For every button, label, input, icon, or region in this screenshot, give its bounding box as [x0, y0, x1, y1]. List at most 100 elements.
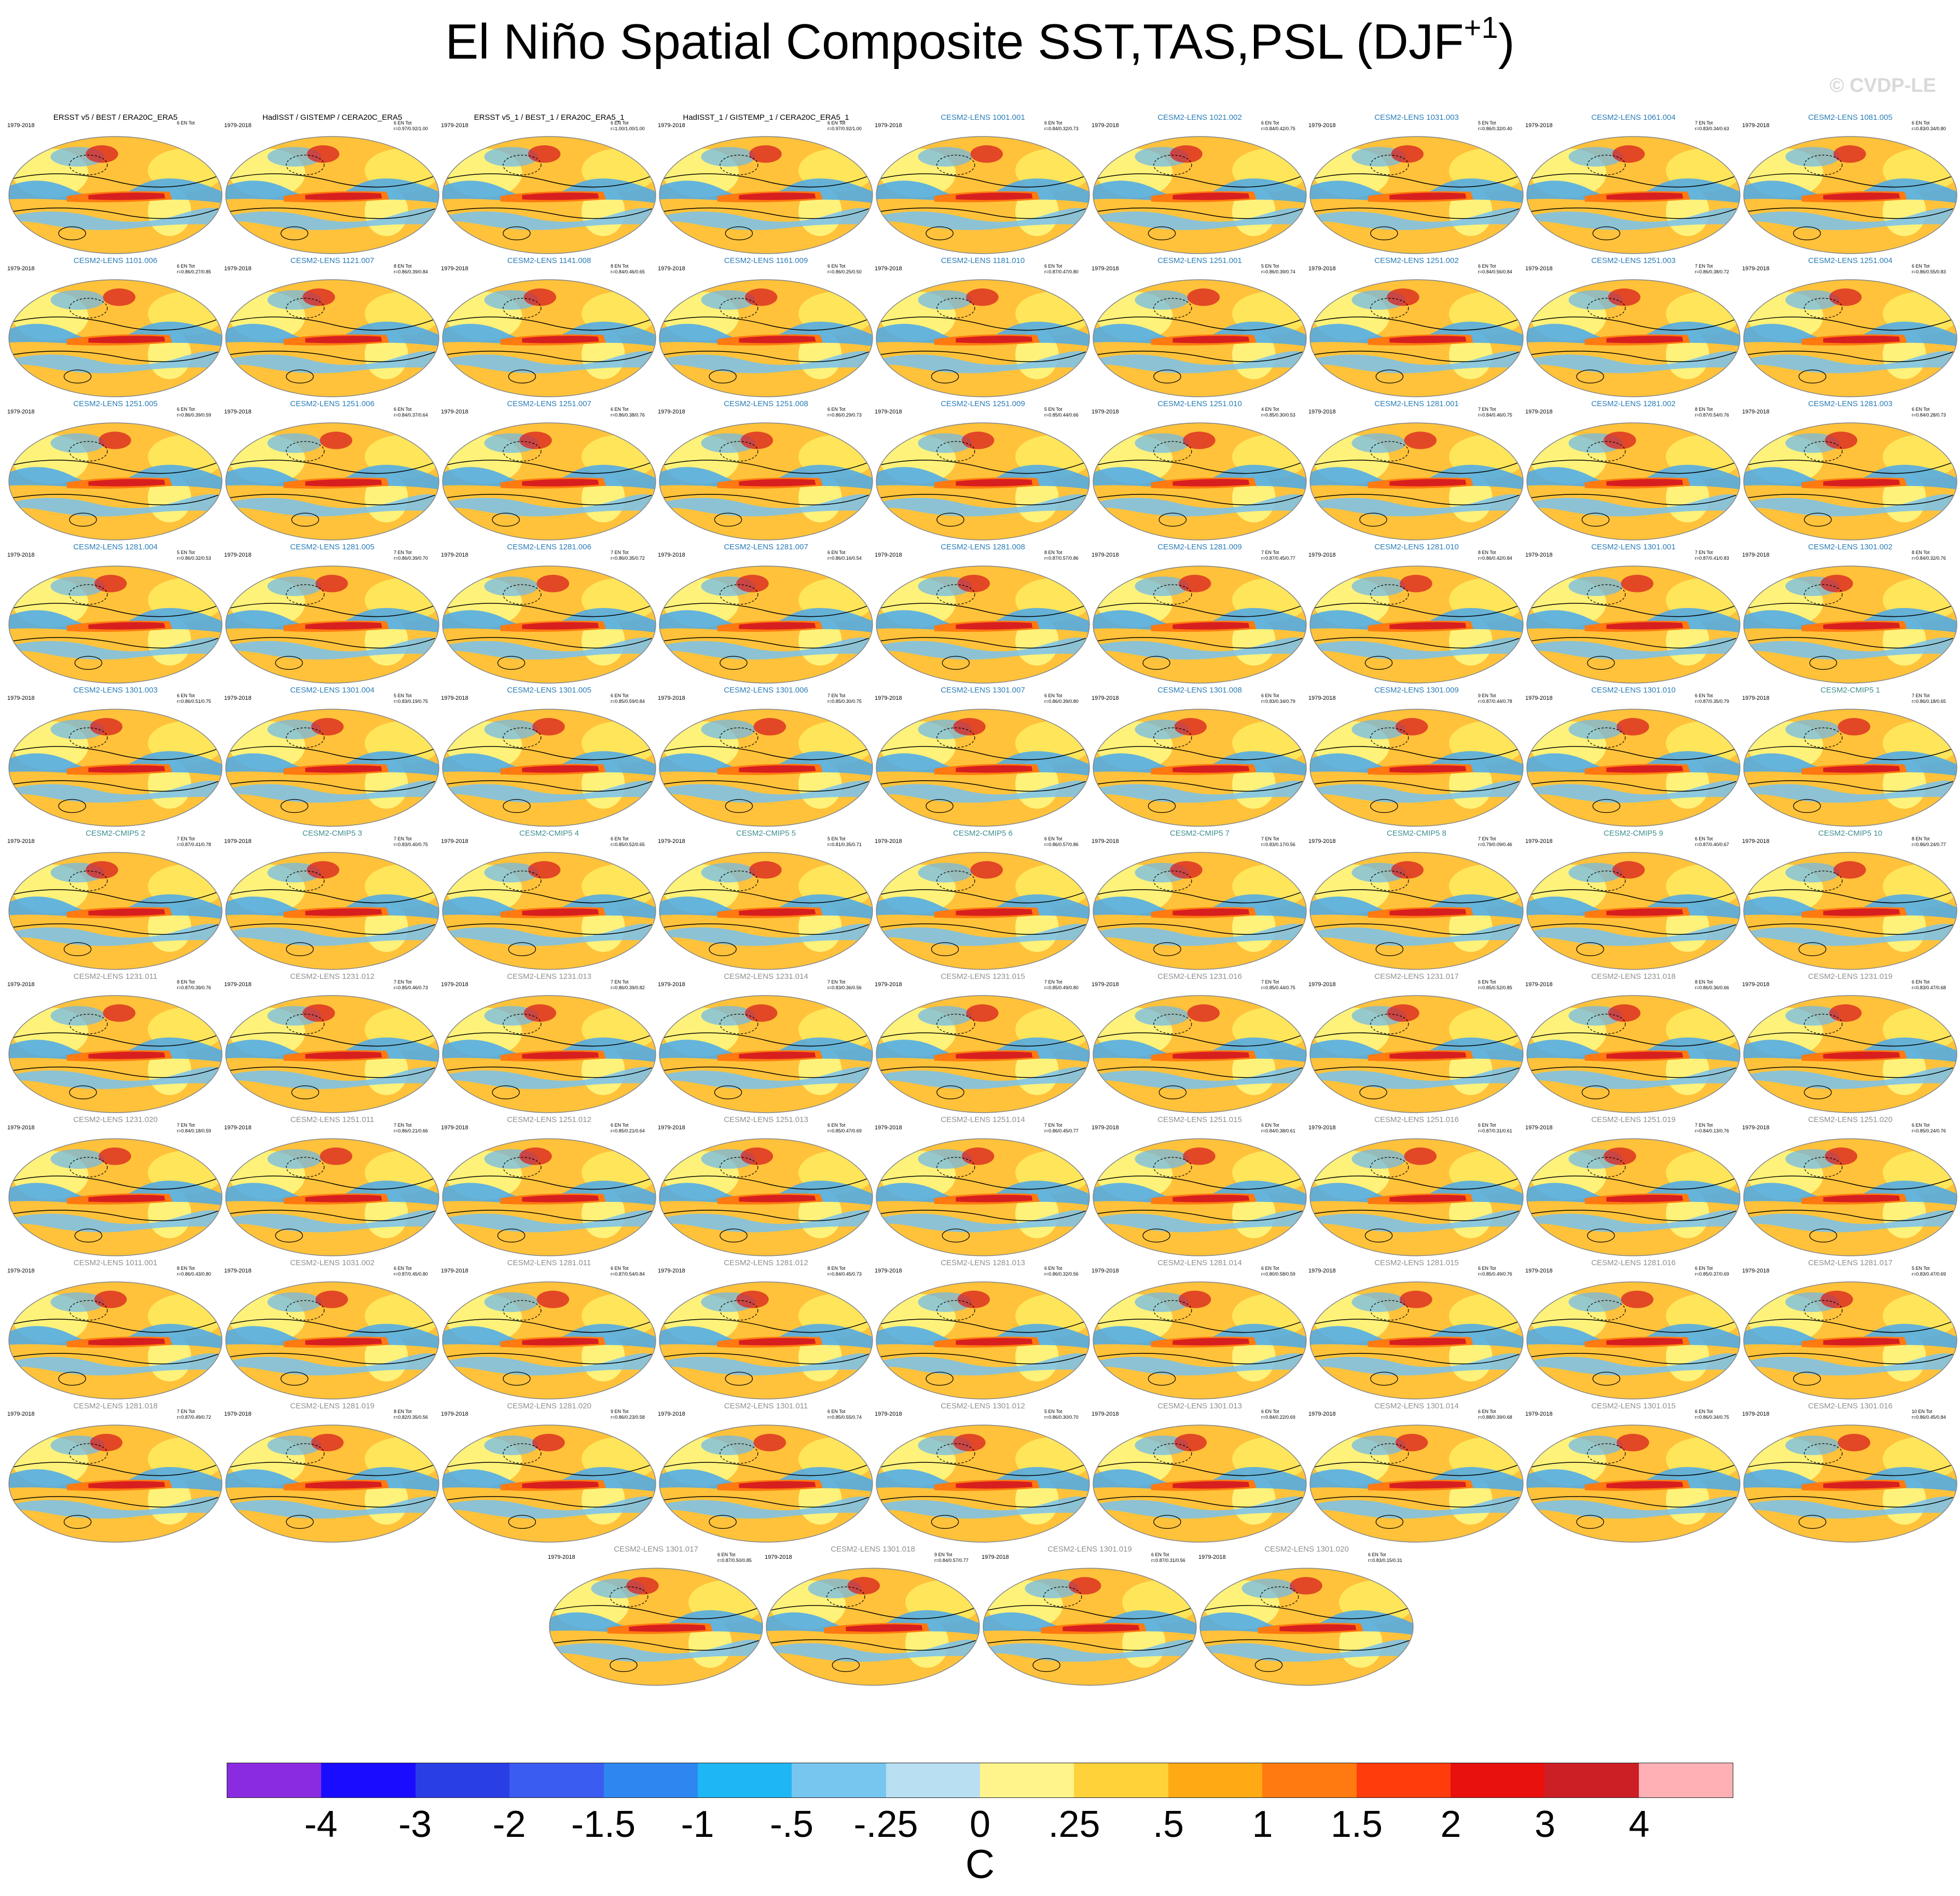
panel-period: 1979-2018	[658, 122, 685, 129]
colorbar-labels: -4 -3 -2 -1.5 -1 -.5 -.25 0 .25 .5 1 1.5 2 3 4	[0, 1803, 1960, 1845]
panel-period: 1979-2018	[7, 266, 35, 272]
figure-title: El Niño Spatial Composite SST,TAS,PSL (D…	[445, 11, 1515, 70]
composite-map-panel: CESM2-LENS 1301.020 1979-2018 6 EN Tot r=0…	[1198, 1545, 1415, 1688]
panel-map	[1742, 708, 1958, 828]
composite-map-panel: HadISST_1 / GISTEMP_1 / CERA20C_ERA5_1 19…	[658, 113, 874, 256]
composite-map-panel: CESM2-LENS 1281.017 1979-2018 5 EN Tot r=0…	[1742, 1258, 1958, 1402]
panel-map	[1092, 1280, 1308, 1401]
panel-map	[224, 564, 440, 685]
panel-stats: 8 EN Tot r=0.84/0.46/0.65	[611, 264, 645, 274]
panel-period: 1979-2018	[1742, 552, 1770, 558]
panel-map	[658, 1137, 874, 1257]
composite-map-panel: CESM2-LENS 1301.002 1979-2018 8 EN Tot r=0…	[1742, 543, 1958, 686]
panel-period: 1979-2018	[1742, 122, 1770, 129]
panel-period: 1979-2018	[1742, 1411, 1770, 1417]
panel-map	[441, 564, 657, 685]
panel-period: 1979-2018	[1308, 409, 1336, 415]
panel-map	[7, 994, 224, 1114]
panel-title: CESM2-CMIP5 4	[519, 829, 579, 838]
panel-map	[7, 708, 224, 828]
panel-stats: 6 EN Tot r=0.86/0.34/0.75	[1695, 1409, 1729, 1420]
panel-map	[875, 708, 1091, 828]
panel-title: CESM2-LENS 1251.016	[1374, 1115, 1459, 1124]
panel-title: CESM2-LENS 1181.010	[941, 256, 1025, 265]
panel-map	[1308, 278, 1525, 398]
panel-map	[1525, 708, 1742, 828]
panel-map	[224, 1280, 440, 1401]
panel-stats: 8 EN Tot r=0.86/0.24/0.77	[1912, 836, 1946, 847]
composite-map-panel: CESM2-LENS 1281.018 1979-2018 7 EN Tot r=0…	[7, 1402, 224, 1545]
panel-map	[658, 421, 874, 542]
panel-map	[1742, 994, 1958, 1114]
composite-map-panel: ERSST v5 / BEST / ERA20C_ERA5 1979-2018 6 …	[7, 113, 224, 256]
panel-period: 1979-2018	[1525, 695, 1553, 701]
panel-title: CESM2-LENS 1301.009	[1374, 686, 1459, 695]
panel-title: CESM2-CMIP5 5	[736, 829, 796, 838]
panel-period: 1979-2018	[1092, 1411, 1119, 1417]
panel-period: 1979-2018	[1742, 266, 1770, 272]
composite-map-panel: ERSST v5_1 / BEST_1 / ERA20C_ERA5_1 1979-…	[441, 113, 657, 256]
colorbar-tick-label: .25	[1048, 1804, 1100, 1845]
panel-map	[1525, 1280, 1742, 1401]
panel-map	[875, 135, 1091, 255]
panel-stats: 8 EN Tot r=0.86/0.36/0.66	[1695, 979, 1729, 990]
panel-period: 1979-2018	[441, 409, 468, 415]
panel-period: 1979-2018	[1742, 409, 1770, 415]
panel-stats: 6 EN Tot r=0.85/0.52/0.85	[1478, 979, 1512, 990]
panel-title: CESM2-LENS 1301.015	[1591, 1402, 1676, 1410]
panel-title: CESM2-LENS 1301.018	[831, 1545, 915, 1554]
panel-stats: 6 EN Tot r=0.97/0.92/1.00	[394, 120, 428, 131]
composite-map-panel: CESM2-LENS 1281.004 1979-2018 5 EN Tot r=0…	[7, 543, 224, 686]
composite-map-panel: CESM2-LENS 1281.019 1979-2018 8 EN Tot r=0…	[224, 1402, 440, 1545]
composite-map-panel: HadISST / GISTEMP / CERA20C_ERA5 1979-201…	[224, 113, 440, 256]
panel-title: CESM2-LENS 1251.019	[1591, 1115, 1676, 1124]
panel-stats: 6 EN Tot r=0.84/0.32/0.73	[1044, 120, 1079, 131]
panel-map	[1092, 1137, 1308, 1257]
panel-period: 1979-2018	[7, 981, 35, 988]
composite-map-panel: CESM2-LENS 1301.003 1979-2018 6 EN Tot r=0…	[7, 686, 224, 829]
panel-map	[1308, 135, 1525, 255]
colorbar-tick-label: -3	[398, 1804, 432, 1845]
panel-period: 1979-2018	[875, 1411, 902, 1417]
composite-map-panel: CESM2-LENS 1251.014 1979-2018 7 EN Tot r=0…	[875, 1115, 1091, 1258]
panel-map	[7, 421, 224, 542]
panel-stats: 6 EN Tot r=0.86/0.57/0.86	[1044, 836, 1079, 847]
panel-period: 1979-2018	[1525, 1411, 1553, 1417]
composite-map-panel: CESM2-LENS 1121.007 1979-2018 8 EN Tot r=0…	[224, 256, 440, 399]
panel-map	[1525, 564, 1742, 685]
panel-map	[1092, 994, 1308, 1114]
panel-title: CESM2-LENS 1021.002	[1157, 113, 1242, 122]
panel-map	[875, 278, 1091, 398]
panel-period: 1979-2018	[658, 1268, 685, 1274]
composite-map-panel: CESM2-LENS 1251.002 1979-2018 6 EN Tot r=0…	[1308, 256, 1525, 399]
panel-period: 1979-2018	[1092, 695, 1119, 701]
panel-map	[441, 994, 657, 1114]
composite-map-panel: CESM2-LENS 1251.008 1979-2018 6 EN Tot r=0…	[658, 399, 874, 543]
panel-period: 1979-2018	[441, 695, 468, 701]
colorbar-swatch	[1450, 1763, 1545, 1797]
colorbar-unit: C	[965, 1841, 995, 1887]
panel-title: CESM2-LENS 1301.008	[1157, 686, 1242, 695]
panel-map	[658, 135, 874, 255]
panel-stats: 5 EN Tot r=0.83/0.47/0.69	[1912, 1266, 1946, 1277]
panel-map	[1525, 1137, 1742, 1257]
panel-map	[1308, 564, 1525, 685]
panel-map	[1092, 708, 1308, 828]
colorbar-tick-label: -4	[304, 1804, 338, 1845]
panel-period: 1979-2018	[441, 552, 468, 558]
panel-map	[1308, 994, 1525, 1114]
panel-map	[1092, 421, 1308, 542]
panel-map	[1308, 1423, 1525, 1544]
panel-stats: 6 EN Tot r=0.85/0.47/0.69	[827, 1123, 862, 1133]
panel-stats: 6 EN Tot r=0.84/0.22/0.69	[1261, 1409, 1295, 1420]
panel-title: CESM2-LENS 1231.019	[1808, 972, 1893, 981]
panel-map	[224, 1423, 440, 1544]
composite-map-panel: CESM2-CMIP5 4 1979-2018 6 EN Tot r=0.85/0.…	[441, 829, 657, 972]
composite-map-panel: CESM2-LENS 1281.013 1979-2018 6 EN Tot r=0…	[875, 1258, 1091, 1402]
composite-map-panel: CESM2-LENS 1251.015 1979-2018 6 EN Tot r=0…	[1092, 1115, 1308, 1258]
panel-stats: 6 EN Tot r=0.86/0.27/0.85	[177, 264, 211, 274]
panel-stats: 8 EN Tot r=0.86/0.43/0.80	[177, 1266, 211, 1277]
panel-title: CESM2-CMIP5 3	[302, 829, 363, 838]
panel-stats: 7 EN Tot r=0.84/0.13/0.76	[1695, 1123, 1729, 1133]
panel-stats: 6 EN Tot r=0.86/0.29/0.73	[827, 407, 862, 418]
